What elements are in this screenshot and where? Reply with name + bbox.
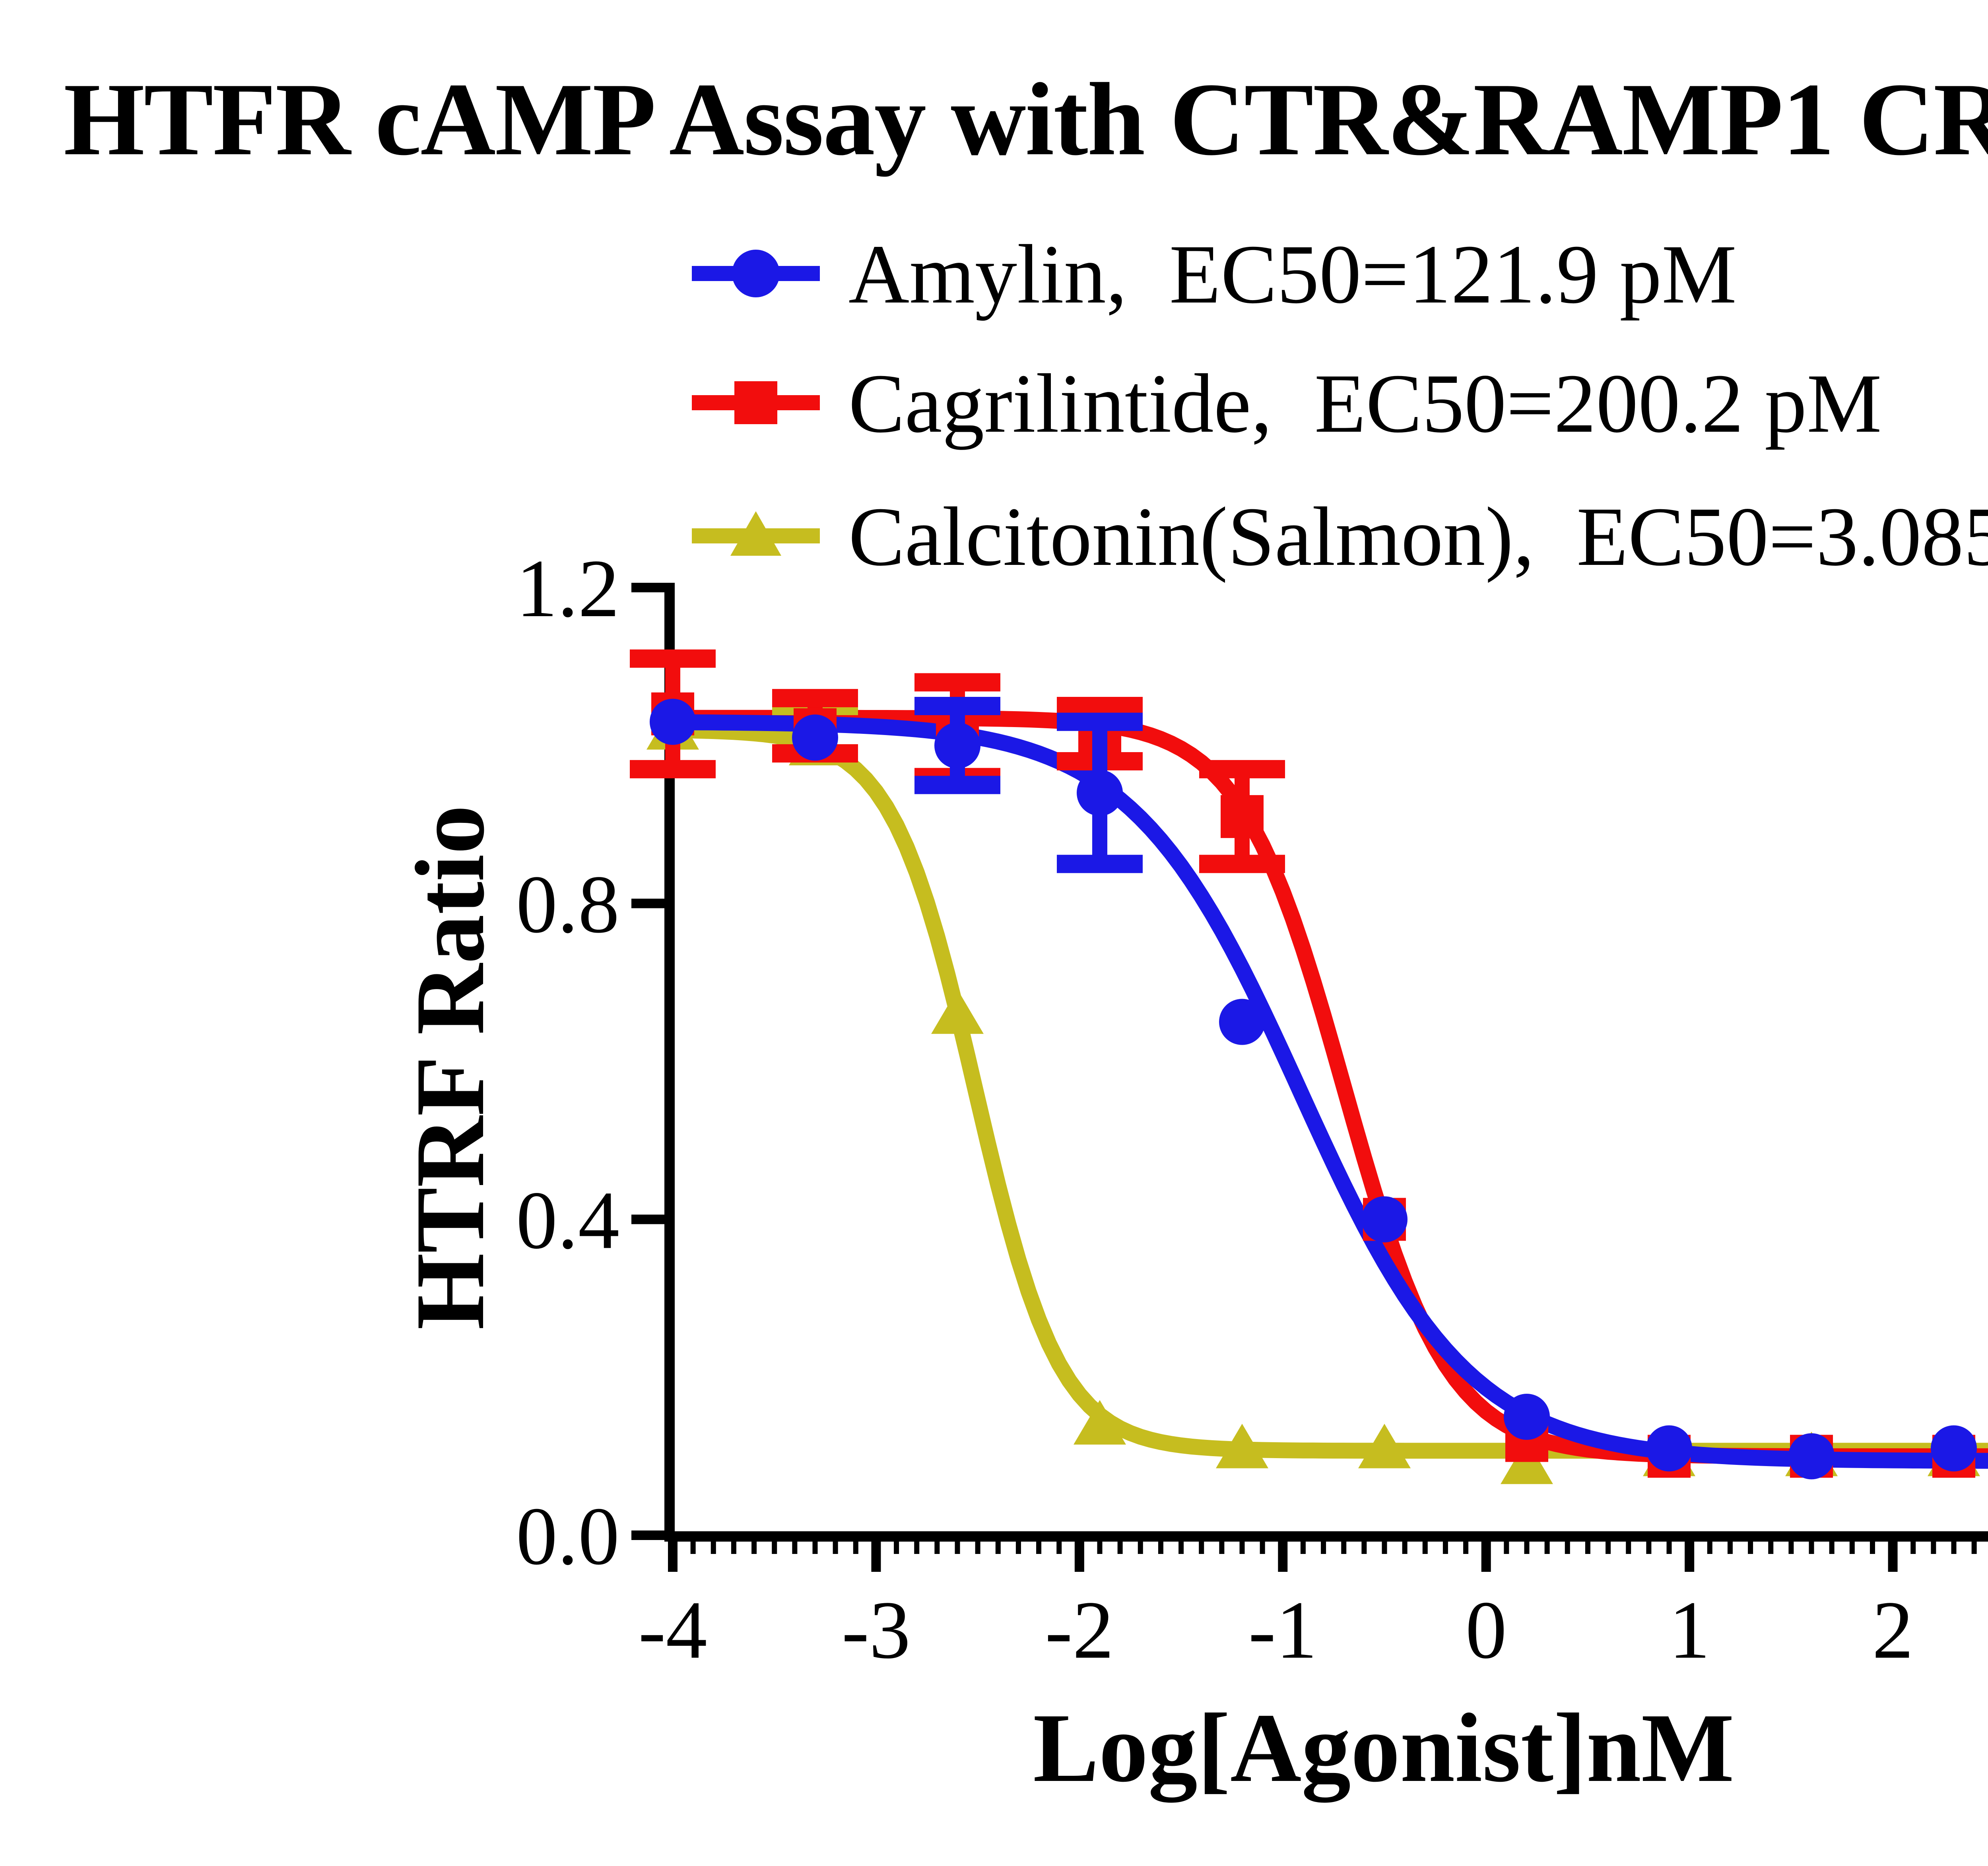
data-point-circle [1931, 1425, 1977, 1472]
x-axis-title: Log[Agonist]nM [1033, 1693, 1734, 1803]
data-point-triangle [1074, 1400, 1126, 1445]
legend-label: Cagrilintide, EC50=200.2 pM [848, 357, 1882, 450]
legend-item-amylin: Amylin, EC50=121.9 pM [692, 209, 1737, 340]
amylin-circle-marker-icon [692, 208, 820, 341]
calcitonin-triangle-marker-icon [692, 470, 820, 603]
data-point-circle [934, 722, 981, 769]
data-point-circle [1504, 1393, 1550, 1440]
data-point-triangle [1216, 1424, 1269, 1468]
legend-triangle-glyph [730, 511, 781, 556]
legend-item-cagrilintide: Cagrilintide, EC50=200.2 pM [692, 338, 1882, 469]
data-point-triangle [931, 989, 984, 1034]
y-tick-label: 0.8 [516, 859, 619, 950]
legend-item-calcitonin: Calcitonin(Salmon), EC50=3.085 pM [692, 471, 1988, 602]
data-point-circle [792, 714, 839, 761]
y-tick-label: 0.0 [516, 1490, 619, 1582]
legend-circle-glyph [732, 249, 780, 297]
data-point-circle [650, 698, 696, 745]
legend-label: Amylin, EC50=121.9 pM [848, 227, 1737, 321]
fit-curve-amylin [665, 714, 1988, 1469]
y-axis-title: HTRF Ratio [395, 805, 505, 1330]
data-point-circle [1219, 999, 1266, 1045]
legend-square-glyph [734, 381, 777, 424]
x-tick-label: 1 [1669, 1584, 1710, 1676]
cagrilintide-square-marker-icon [692, 337, 820, 470]
data-point-square [1221, 795, 1264, 838]
y-tick-label: 1.2 [516, 543, 619, 634]
x-tick-label: -4 [638, 1584, 707, 1676]
x-tick-label: 0 [1466, 1584, 1507, 1676]
x-tick-label: -1 [1248, 1584, 1317, 1676]
data-point-circle [1646, 1425, 1693, 1472]
x-tick-label: 2 [1872, 1584, 1914, 1676]
fit-curve-cagrilintide [665, 710, 1988, 1464]
chart-title: HTFR cAMP Assay with CTR&RAMP1 CRE-Luc C… [64, 62, 1988, 177]
x-tick-label: -3 [842, 1584, 911, 1676]
y-tick-label: 0.4 [516, 1174, 619, 1266]
data-point-circle [1361, 1196, 1408, 1243]
data-point-triangle [1358, 1424, 1411, 1468]
data-point-circle [1077, 770, 1123, 816]
fit-curve-calcitonin(salmon) [665, 722, 1988, 1459]
data-point-circle [1788, 1433, 1835, 1480]
legend-label: Calcitonin(Salmon), EC50=3.085 pM [848, 490, 1988, 583]
x-tick-label: -2 [1045, 1584, 1114, 1676]
